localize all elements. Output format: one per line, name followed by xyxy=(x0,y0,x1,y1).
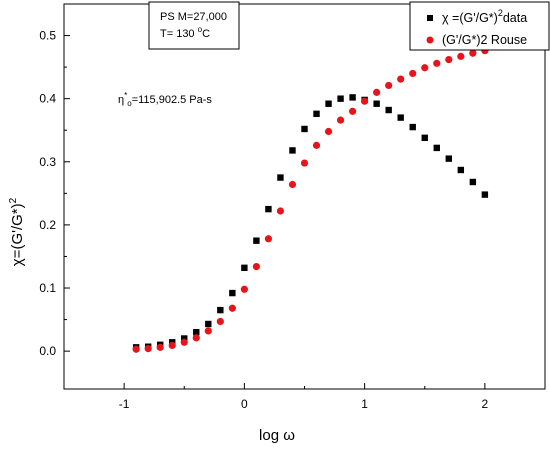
data-point-circle xyxy=(240,285,248,293)
legend-label-data: χ =(G'/G*)2data xyxy=(442,8,527,25)
data-point-circle xyxy=(216,317,224,326)
annotation-box-frame xyxy=(148,1,240,50)
y-tick-label: 0.4 xyxy=(39,92,56,106)
legend-data-sup: 2 xyxy=(498,8,503,18)
y-ticks: 0.0 0.1 0.2 0.3 0.4 0.5 xyxy=(39,3,70,358)
data-point-square xyxy=(337,95,344,102)
x-axis-title: log ω xyxy=(259,427,295,444)
data-point-square xyxy=(205,320,212,328)
data-point-square xyxy=(409,123,416,131)
eta-base: η xyxy=(118,94,124,106)
data-point-circle xyxy=(132,345,140,353)
series-circles xyxy=(132,47,489,353)
x-tick-label: 0 xyxy=(241,397,248,411)
eta-sup: * xyxy=(124,91,127,100)
y-axis-title-main: χ=(G'/G*) xyxy=(9,203,26,266)
data-point-circle xyxy=(288,180,297,189)
data-point-circle xyxy=(180,338,188,346)
plot-frame xyxy=(63,3,546,390)
data-point-square xyxy=(241,264,248,272)
data-point-circle xyxy=(228,304,236,312)
data-point-square xyxy=(217,306,224,314)
data-point-circle xyxy=(433,59,441,67)
data-point-circle xyxy=(457,52,465,60)
annotation-line1: PS M=27,000 xyxy=(160,11,227,23)
data-point-circle xyxy=(204,327,212,335)
data-point-square xyxy=(397,114,404,121)
data-point-square xyxy=(265,205,272,213)
annotation-line2-prefix: T= 130 xyxy=(160,28,198,40)
data-point-circle xyxy=(409,69,417,78)
data-point-circle xyxy=(192,334,200,342)
y-axis-title: χ=(G'/G*)2 xyxy=(8,197,26,266)
annotation-box: PS M=27,000 T= 130 oC xyxy=(148,1,240,50)
data-point-circle xyxy=(373,88,381,96)
legend: χ =(G'/G*)2data (G'/G*)2 Rouse xyxy=(409,1,550,51)
y-tick-label: 0.5 xyxy=(39,29,56,43)
x-ticks: -1 0 1 2 xyxy=(63,383,546,411)
data-point-circle xyxy=(349,107,357,115)
data-point-circle xyxy=(168,341,176,350)
eta-annotation: η*o=115,902.5 Pa-s xyxy=(118,91,212,108)
data-point-square xyxy=(253,237,260,244)
data-point-square xyxy=(481,191,489,198)
data-point-square xyxy=(469,178,477,186)
x-tick-label: 2 xyxy=(482,397,489,411)
data-point-circle xyxy=(385,81,393,90)
data-point-square xyxy=(301,125,308,133)
data-point-circle xyxy=(336,116,345,124)
data-point-circle xyxy=(397,75,405,83)
data-point-circle xyxy=(144,345,152,353)
legend-marker-square xyxy=(427,15,433,21)
data-point-square xyxy=(289,147,296,154)
annotation-line2: T= 130 oC xyxy=(160,25,210,40)
y-tick-label: 0.1 xyxy=(39,281,56,295)
data-point-square xyxy=(325,100,332,107)
y-axis-title-sup: 2 xyxy=(8,197,19,203)
annotation-line2-suffix: C xyxy=(202,28,210,40)
data-point-circle xyxy=(361,97,369,105)
svg-text:χ=(G'/G*)2: χ=(G'/G*)2 xyxy=(8,197,26,266)
data-point-circle xyxy=(469,49,477,57)
legend-marker-circle xyxy=(426,36,434,44)
y-tick-label: 0.2 xyxy=(39,218,56,232)
data-point-square xyxy=(349,94,356,101)
y-tick-label: 0.0 xyxy=(39,344,56,358)
legend-data-suffix: data xyxy=(503,11,527,25)
data-point-circle xyxy=(300,159,309,167)
eta-rest: =115,902.5 Pa-s xyxy=(132,94,213,106)
annotation-line2-sup: o xyxy=(198,25,203,34)
data-point-square xyxy=(373,100,380,107)
data-point-square xyxy=(445,155,452,162)
data-point-square xyxy=(181,335,188,342)
data-point-square xyxy=(229,289,236,297)
legend-data-prefix: χ =(G'/G*) xyxy=(442,11,498,25)
series-squares xyxy=(132,94,489,351)
y-tick-label: 0.3 xyxy=(39,155,56,169)
x-tick-label: -1 xyxy=(119,397,130,411)
eta-sub: o xyxy=(127,99,132,108)
data-point-circle xyxy=(421,64,429,72)
data-point-square xyxy=(385,106,392,114)
data-point-circle xyxy=(264,235,273,243)
data-point-circle xyxy=(445,55,453,64)
data-point-square xyxy=(421,134,428,142)
data-point-circle xyxy=(276,207,285,215)
x-tick-label: 1 xyxy=(361,397,368,411)
data-point-circle xyxy=(252,262,260,271)
data-point-circle xyxy=(312,141,321,149)
data-point-square xyxy=(313,110,320,118)
data-point-square xyxy=(277,174,284,181)
legend-label-rouse: (G'/G*)2 Rouse xyxy=(442,33,527,47)
legend-frame xyxy=(409,1,550,51)
data-point-circle xyxy=(156,343,164,351)
data-point-square xyxy=(193,328,200,336)
data-point-circle xyxy=(324,127,333,136)
data-point-square xyxy=(457,166,465,174)
data-point-square xyxy=(433,144,440,152)
